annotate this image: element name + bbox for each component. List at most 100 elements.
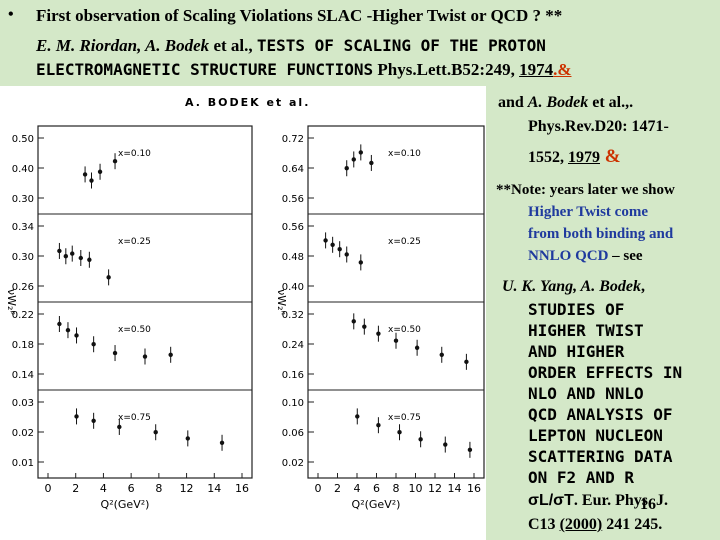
left-x-tick-label: 2 [72, 482, 79, 495]
right-x-tick-label: 0 [315, 482, 322, 495]
right-data-point [376, 423, 381, 428]
left-data-point [78, 255, 84, 261]
reference-3-title-line: STUDIES OF [528, 300, 625, 319]
left-data-point [65, 327, 71, 333]
reference-3-title-line: ON F2 AND R [528, 468, 634, 487]
left-x-tick-label: 12 [180, 482, 194, 495]
left-data-point [57, 248, 62, 254]
reference-2-line3: 1552, 1979 & [528, 146, 621, 168]
right-x-tick-label: 4 [354, 482, 361, 495]
reference-2-year-link[interactable]: 1979 [568, 149, 600, 166]
right-x-tick-label: 14 [448, 482, 462, 495]
right-data-point [393, 338, 399, 343]
reference-1-journal: Phys.Lett.B52:249, [373, 60, 520, 79]
left-data-point [112, 350, 118, 356]
right-y-tick-label: 0.56 [282, 194, 304, 205]
left-y-tick-label: 0.50 [12, 134, 34, 145]
left-panel-label: x=0.25 [118, 237, 151, 247]
left-y-tick-label: 0.30 [12, 194, 34, 205]
left-x-tick-label: 14 [207, 482, 221, 495]
right-panel-label: x=0.25 [388, 237, 421, 247]
reference-3-journal: . Eur. Phys. J. [573, 492, 668, 509]
right-x-tick-label: 6 [373, 482, 380, 495]
left-data-point [97, 169, 103, 174]
right-panel-label: x=0.10 [388, 149, 421, 159]
right-y-tick-label: 0.48 [282, 252, 304, 263]
reference-1-authors: E. M. Riordan, A. Bodek [36, 36, 210, 55]
right-panel-label: x=0.50 [388, 325, 421, 335]
right-data-point [344, 166, 349, 171]
left-y-tick-label: 0.30 [12, 252, 34, 263]
left-y-tick-label: 0.40 [12, 164, 34, 175]
reference-1-line2: ELECTROMAGNETIC STRUCTURE FUNCTIONS Phys… [36, 60, 572, 80]
note-prefix: **Note: years later we show [496, 182, 675, 198]
right-data-point [376, 331, 381, 336]
left-data-point [91, 418, 96, 423]
right-data-point [362, 324, 367, 329]
reference-3-title-line: SCATTERING DATA [528, 447, 673, 466]
reference-3-title-line: ORDER EFFECTS IN [528, 363, 683, 382]
left-y-tick-label: 0.34 [12, 222, 34, 233]
reference-3-pages: 241 245. [602, 516, 663, 533]
left-y-tick-label: 0.26 [12, 282, 34, 293]
right-y-tick-label: 0.24 [282, 340, 304, 351]
right-data-point [358, 260, 363, 265]
right-column: and A. Bodek et al.,. Phys.Rev.D20: 1471… [488, 86, 720, 540]
reference-1-etal: et al., [209, 36, 257, 55]
reference-1-amp: .& [553, 60, 572, 79]
left-y-axis-label: νW₂ᵖ [5, 289, 18, 315]
reference-3-title-line: HIGHER TWIST [528, 321, 644, 340]
reference-2-authors: A. Bodek [527, 94, 589, 111]
reference-3-title-line: QCD ANALYSIS OF [528, 405, 673, 424]
right-data-point [467, 447, 473, 453]
reference-3-comma: , [641, 278, 645, 295]
reference-2-amp: & [600, 146, 621, 167]
left-data-point [91, 342, 96, 347]
left-x-tick-label: 16 [235, 482, 249, 495]
left-data-point [185, 436, 190, 441]
right-data-point [464, 359, 469, 365]
right-data-point [351, 319, 356, 324]
right-data-point [344, 252, 349, 257]
reference-3-title-line: LEPTON NUCLEON [528, 426, 663, 445]
right-data-point [443, 442, 448, 447]
figure-header-label: A. BODEK et al. [185, 96, 310, 109]
left-y-tick-label: 0.22 [12, 310, 34, 321]
slide-header: • First observation of Scaling Violation… [0, 0, 720, 86]
left-data-point [112, 159, 118, 164]
left-data-point [74, 333, 79, 338]
right-y-tick-label: 0.10 [282, 398, 304, 409]
right-x-tick-label: 2 [334, 482, 341, 495]
right-x-tick-label: 10 [409, 482, 423, 495]
right-panel-label: x=0.75 [388, 413, 421, 423]
right-y-tick-label: 0.02 [282, 458, 304, 469]
left-x-tick-label: 4 [100, 482, 107, 495]
reference-2-journal: Phys.Rev.D20: 1471- [528, 118, 669, 135]
reference-1-year-link[interactable]: 1974 [519, 60, 554, 79]
left-data-point [168, 352, 173, 357]
right-y-tick-label: 0.72 [282, 134, 304, 145]
right-data-point [358, 150, 363, 155]
right-x-tick-label: 12 [428, 482, 442, 495]
left-y-tick-label: 0.01 [12, 458, 34, 469]
right-y-tick-label: 0.64 [282, 164, 304, 175]
reference-2-etal: et al.,. [588, 94, 634, 111]
note-suffix: – see [608, 248, 643, 264]
left-y-tick-label: 0.02 [12, 428, 34, 439]
scanned-figure: A. BODEK et al. 0.50 0.40 0.30 x=0.10 0.34 0.3… [0, 86, 486, 540]
bullet: • [8, 6, 14, 23]
right-data-point [351, 157, 356, 162]
left-x-tick-label: 0 [45, 482, 52, 495]
right-y-axis-label: νW₂ⁿ [275, 289, 288, 315]
right-y-tick-label: 0.56 [282, 222, 304, 233]
note-line4: NNLO QCD – see [528, 248, 643, 265]
reference-3-volume-line: C13 (2000) 241 245. [528, 516, 662, 534]
reference-3-year-link[interactable]: (2000) [559, 516, 603, 533]
reference-3-volume: C13 [528, 516, 560, 533]
slide-number: 16 [640, 496, 656, 513]
left-x-tick-label: 6 [128, 482, 135, 495]
reference-3-sigma-line: σL/σT. Eur. Phys. J. [528, 492, 668, 510]
right-x-tick-label: 16 [467, 482, 481, 495]
reference-1-title-part1: TESTS OF SCALING OF THE PROTON [256, 36, 546, 55]
right-x-axis-label: Q²(GeV²) [352, 498, 401, 511]
